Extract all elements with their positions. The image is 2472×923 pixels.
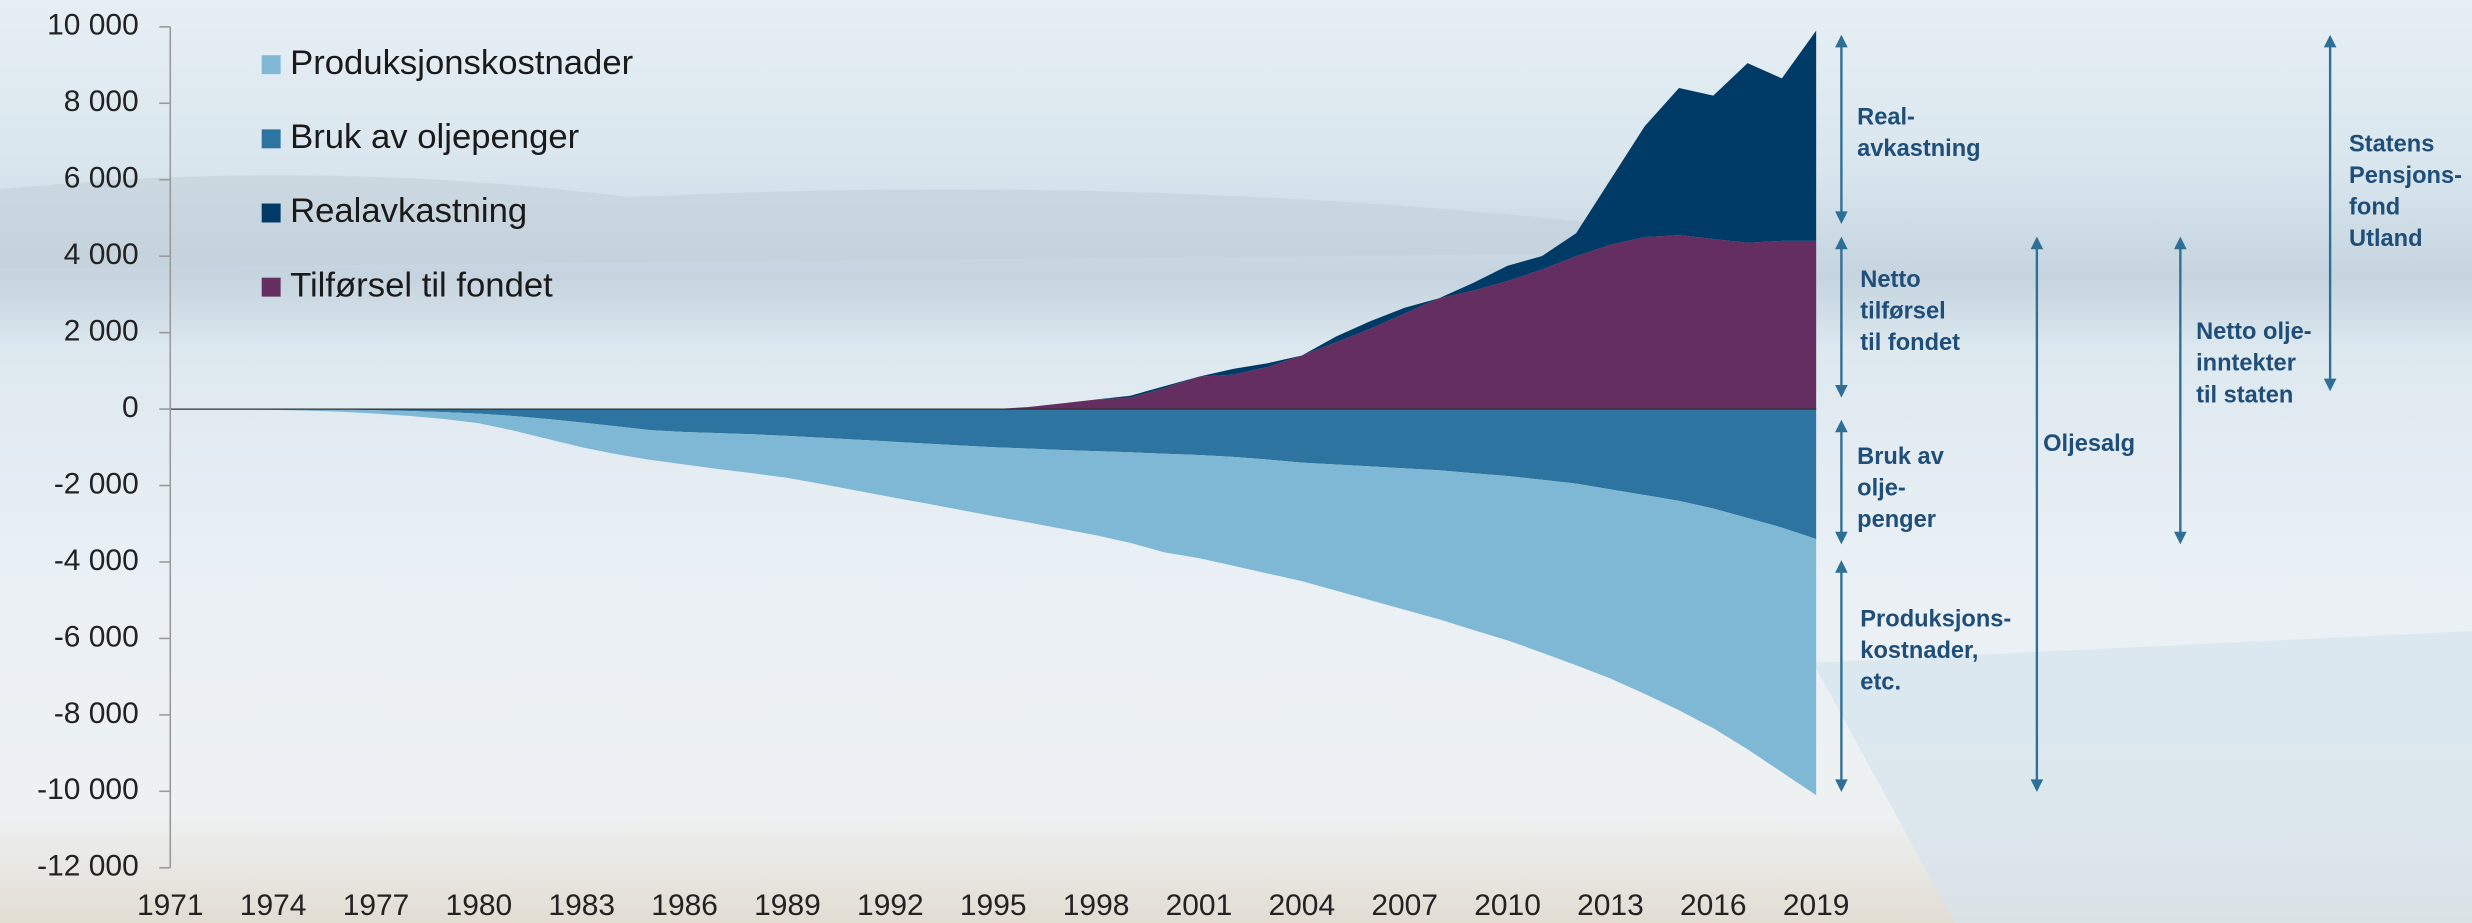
annotation-text: penger <box>1857 507 1936 533</box>
annotation-text: Netto <box>1860 267 1920 293</box>
arrow-head <box>1835 531 1848 545</box>
y-tick-label: 10 000 <box>47 9 139 42</box>
arrow-head <box>2030 236 2044 250</box>
annotation-text: Bruk av <box>1857 444 1945 470</box>
annotation-text: inntekter <box>2196 351 2296 377</box>
arrow-head <box>1835 560 1848 573</box>
legend-swatch <box>261 203 281 223</box>
y-tick-label: -8 000 <box>54 697 139 730</box>
y-tick-label: -12 000 <box>37 850 139 883</box>
annotation-text: olje- <box>1857 475 1906 501</box>
x-tick-label: 1983 <box>548 889 615 922</box>
annotation-text: Oljesalg <box>2043 431 2135 457</box>
area <box>170 409 1817 796</box>
x-tick-label: 1998 <box>1063 889 1130 922</box>
arrow-head <box>1835 211 1848 225</box>
x-tick-label: 2001 <box>1166 889 1233 922</box>
x-tick-label: 1992 <box>857 889 924 922</box>
y-tick-label: 8 000 <box>64 85 139 118</box>
x-tick-label: 2016 <box>1680 889 1747 922</box>
x-tick-label: 2010 <box>1474 889 1541 922</box>
background-hills <box>0 175 1735 269</box>
x-tick-label: 1980 <box>446 889 513 922</box>
y-tick-label: -6 000 <box>54 620 139 653</box>
legend-swatch <box>261 129 281 149</box>
x-tick-label: 1989 <box>754 889 821 922</box>
annotation-text: Pensjons- <box>2349 163 2462 189</box>
annotation-text: Produksjons- <box>1860 606 2011 632</box>
arrow-head <box>2323 34 2337 48</box>
arrow-head <box>1835 419 1848 433</box>
arrow-head <box>1835 779 1848 793</box>
annotation-text: til staten <box>2196 382 2293 408</box>
y-tick-label: 0 <box>122 391 139 424</box>
x-tick-label: 1986 <box>651 889 718 922</box>
annotation-text: Real- <box>1857 105 1915 131</box>
annotation-text: tilførsel <box>1860 299 1945 325</box>
arrow-head <box>2174 531 2187 545</box>
y-tick-label: 6 000 <box>64 162 139 195</box>
x-tick-label: 2019 <box>1783 889 1850 922</box>
area <box>170 409 1817 540</box>
annotation-text: til fondet <box>1860 330 1960 356</box>
annotation-text: etc. <box>1860 669 1901 695</box>
arrow-head <box>2323 378 2337 392</box>
arrow-head <box>2174 236 2187 250</box>
legend-swatch <box>261 55 281 75</box>
x-tick-label: 1977 <box>343 889 410 922</box>
x-tick-label: 2004 <box>1269 889 1336 922</box>
annotation-text: Statens <box>2349 131 2434 157</box>
annotation-text: Netto olje- <box>2196 319 2312 345</box>
legend-label: Bruk av oljepenger <box>290 118 579 156</box>
arrow-head <box>1835 236 1848 250</box>
legend-swatch <box>261 277 281 297</box>
background-water <box>1813 631 2472 923</box>
x-tick-label: 2007 <box>1371 889 1438 922</box>
legend-label: Realavkastning <box>290 192 527 230</box>
y-tick-label: -4 000 <box>54 544 139 577</box>
arrow-head <box>1835 384 1848 398</box>
annotation-text: fond <box>2349 195 2400 221</box>
x-tick-label: 2013 <box>1577 889 1644 922</box>
arrow-head <box>1835 34 1848 48</box>
legend-label: Tilførsel til fondet <box>290 266 553 304</box>
x-tick-label: 1995 <box>960 889 1027 922</box>
area <box>170 235 1817 410</box>
y-tick-label: -2 000 <box>54 467 139 500</box>
x-tick-label: 1974 <box>240 889 307 922</box>
arrow-head <box>2030 779 2044 793</box>
y-tick-label: 4 000 <box>64 238 139 271</box>
y-tick-label: -10 000 <box>37 773 139 806</box>
y-tick-label: 2 000 <box>64 315 139 348</box>
legend-label: Produksjonskostnader <box>290 44 633 82</box>
annotation-text: kostnader, <box>1860 638 1978 664</box>
annotation-text: Utland <box>2349 226 2423 252</box>
annotation-text: avkastning <box>1857 136 1980 162</box>
x-tick-label: 1971 <box>137 889 204 922</box>
